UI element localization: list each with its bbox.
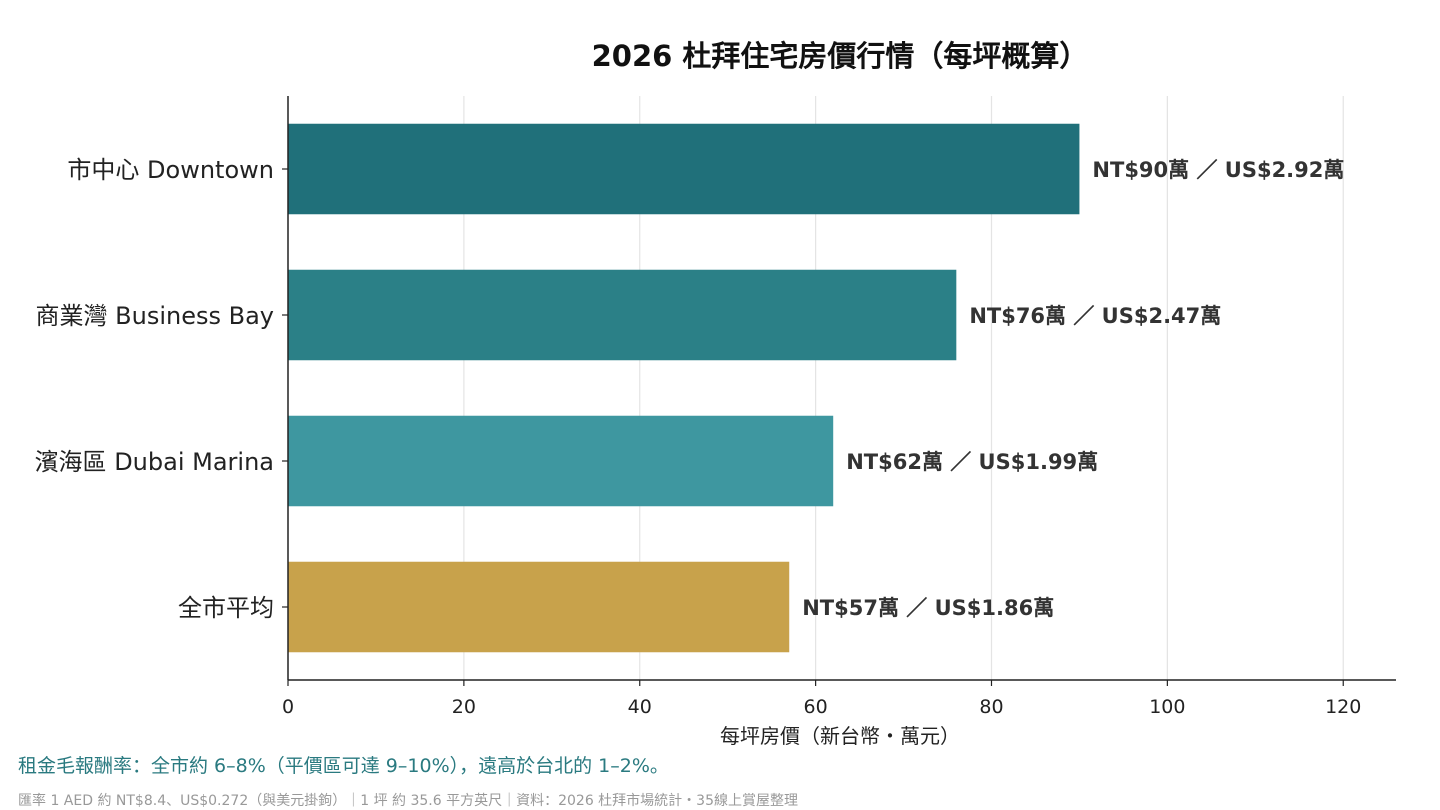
- rental-yield-note: 租金毛報酬率：全市約 6–8%（平價區可達 9–10%），遠高於台北的 1–2%…: [18, 755, 669, 777]
- category-label: 濱海區 Dubai Marina: [35, 448, 274, 476]
- source-footnote: 匯率 1 AED 約 NT$8.4、US$0.272（與美元掛鉤）｜1 坪 約 …: [18, 793, 798, 809]
- bar-value-label: NT$90萬 ／ US$2.92萬: [1092, 158, 1344, 182]
- bar: [288, 415, 834, 507]
- bar-value-label: NT$57萬 ／ US$1.86萬: [802, 596, 1054, 620]
- x-tick-label: 100: [1149, 696, 1185, 718]
- x-axis-label: 每坪房價（新台幣・萬元）: [720, 724, 960, 748]
- bar-chart: 2026 杜拜住宅房價行情（每坪概算） NT$90萬 ／ US$2.92萬NT$…: [35, 39, 1396, 748]
- bar: [288, 269, 957, 361]
- bar: [288, 123, 1080, 215]
- x-tick-label: 40: [628, 696, 652, 718]
- bars: NT$90萬 ／ US$2.92萬 NT$76萬 ／ US$2.47萬 NT$62萬…: [288, 123, 1344, 653]
- bar-value-label: NT$76萬 ／ US$2.47萬: [969, 304, 1221, 328]
- x-tick-label: 60: [804, 696, 828, 718]
- x-tick-label: 80: [979, 696, 1003, 718]
- chart-title: 2026 杜拜住宅房價行情（每坪概算）: [592, 39, 1089, 73]
- bar: [288, 561, 790, 653]
- axes: 0 20 40 60 80 100 120 市中心 Downtown 商業灣 Business …: [35, 96, 1396, 718]
- x-tick-label: 0: [282, 696, 294, 718]
- category-label: 商業灣 Business Bay: [36, 302, 274, 330]
- bar-value-label: NT$62萬 ／ US$1.99萬: [846, 450, 1098, 474]
- x-tick-label: 120: [1325, 696, 1361, 718]
- x-tick-label: 20: [452, 696, 476, 718]
- category-label: 市中心 Downtown: [67, 156, 274, 184]
- category-label: 全市平均: [178, 594, 274, 622]
